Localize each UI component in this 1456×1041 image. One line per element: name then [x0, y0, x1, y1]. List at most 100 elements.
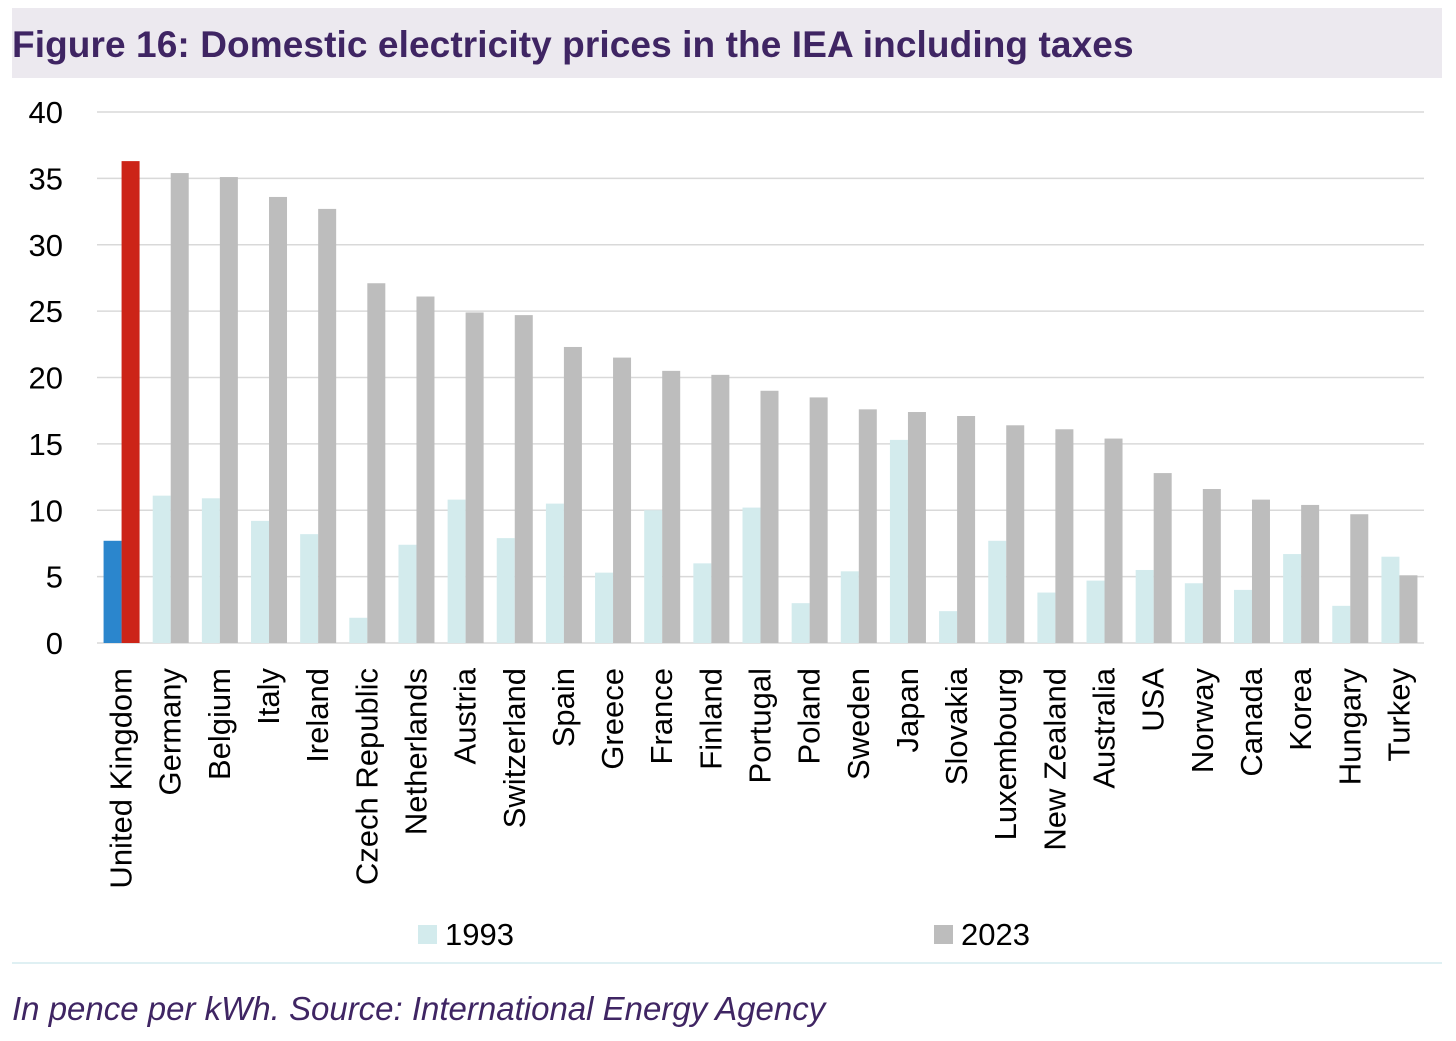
x-tick-label: Hungary — [1332, 668, 1367, 786]
bar-2023 — [1301, 504, 1320, 643]
x-tick-label: Canada — [1234, 667, 1269, 776]
bar-2023 — [760, 390, 779, 643]
bar-2023 — [858, 409, 877, 643]
bar-1993 — [1037, 592, 1056, 643]
bar-1993 — [152, 495, 171, 643]
bar-2023 — [563, 346, 582, 643]
bar-1993 — [1233, 589, 1252, 643]
x-tick-label: Finland — [693, 668, 728, 770]
x-tick-label: Germany — [153, 668, 188, 796]
x-tick-label: New Zealand — [1037, 668, 1072, 851]
bar-1993 — [595, 572, 614, 643]
bar-1993 — [1086, 580, 1105, 643]
y-tick-label: 5 — [46, 560, 63, 595]
y-tick-label: 10 — [29, 493, 63, 528]
legend-swatch-1993 — [418, 925, 437, 944]
legend-label-1993: 1993 — [445, 917, 514, 952]
bars — [103, 161, 1418, 644]
bar-2023 — [1202, 489, 1221, 643]
x-tick-label: Portugal — [743, 668, 778, 783]
bar-1993 — [201, 498, 220, 643]
y-axis-ticks: 0 5 10 15 20 25 30 35 40 — [29, 95, 63, 661]
x-tick-label: Spain — [546, 668, 581, 747]
x-tick-label: Switzerland — [497, 668, 532, 828]
bar-2023 — [1104, 438, 1123, 643]
bar-2023 — [269, 196, 288, 643]
y-tick-label: 40 — [29, 95, 63, 130]
x-tick-label: Norway — [1185, 668, 1220, 774]
bar-2023 — [465, 312, 484, 643]
bar-1993 — [988, 540, 1007, 643]
bar-1993 — [349, 617, 368, 643]
bar-2023 — [1350, 514, 1369, 643]
x-tick-label: Luxembourg — [988, 668, 1023, 840]
x-tick-label: Sweden — [841, 668, 876, 780]
x-tick-label: USA — [1136, 668, 1171, 732]
legend-swatch-2023 — [934, 925, 953, 944]
bar-2023 — [1399, 575, 1418, 643]
x-tick-label: Ireland — [300, 668, 335, 763]
y-tick-label: 35 — [29, 161, 63, 196]
bar-1993 — [889, 439, 908, 643]
legend-label-2023: 2023 — [961, 917, 1030, 952]
y-tick-label: 25 — [29, 294, 63, 329]
x-tick-label: Belgium — [202, 668, 237, 780]
footer-divider — [12, 962, 1442, 964]
bar-1993 — [300, 534, 319, 643]
bar-2023 — [219, 177, 238, 644]
bar-2023 — [957, 415, 976, 643]
x-axis-labels: United Kingdom Germany Belgium Italy Ireland… — [104, 667, 1417, 888]
bar-1993 — [840, 571, 859, 643]
bar-2023 — [318, 208, 337, 643]
bar-chart: 0 5 10 15 20 25 30 35 40 United Kingdom Germany Be… — [29, 95, 1424, 952]
bar-1993 — [251, 520, 270, 643]
bar-1993 — [398, 544, 417, 643]
bar-1993 — [742, 507, 761, 643]
y-tick-label: 15 — [29, 427, 63, 462]
x-tick-label: Italy — [251, 668, 286, 725]
source-note: In pence per kWh. Source: International … — [12, 990, 826, 1027]
legend: 1993 2023 — [418, 917, 1030, 952]
bar-2023 — [711, 374, 730, 643]
bar-1993 — [496, 538, 515, 643]
title-bar: Figure 16: Domestic electricity prices i… — [12, 8, 1442, 78]
bar-1993 — [939, 611, 958, 643]
x-tick-label: Slovakia — [939, 667, 974, 785]
bar-1993 — [103, 540, 122, 643]
bar-1993 — [693, 563, 712, 643]
bar-1993 — [447, 499, 466, 643]
x-tick-label: France — [644, 668, 679, 764]
y-tick-label: 0 — [46, 626, 63, 661]
x-tick-label: United Kingdom — [104, 668, 139, 889]
y-tick-label: 30 — [29, 228, 63, 263]
bar-2023 — [1153, 473, 1172, 643]
x-tick-label: Greece — [595, 668, 630, 770]
x-tick-label: Czech Republic — [349, 668, 384, 885]
bar-1993 — [1283, 554, 1302, 643]
bar-1993 — [1381, 556, 1400, 643]
y-tick-label: 20 — [29, 361, 63, 396]
bar-2023 — [1055, 429, 1074, 643]
bar-2023 — [809, 397, 828, 643]
x-tick-label: Turkey — [1381, 668, 1416, 762]
bar-2023 — [1251, 499, 1270, 643]
bar-1993 — [1184, 583, 1203, 643]
bar-2023 — [1006, 425, 1025, 643]
chart-title: Figure 16: Domestic electricity prices i… — [12, 24, 1134, 65]
bar-1993 — [644, 510, 663, 643]
bar-2023 — [514, 315, 533, 643]
bar-2023 — [121, 161, 140, 643]
x-tick-label: Korea — [1283, 667, 1318, 750]
bar-2023 — [416, 296, 435, 643]
bar-1993 — [545, 503, 564, 643]
bar-1993 — [1332, 605, 1351, 643]
bar-1993 — [1135, 569, 1154, 643]
x-tick-label: Australia — [1087, 667, 1122, 788]
bar-1993 — [791, 603, 810, 643]
bar-2023 — [170, 173, 189, 643]
x-tick-label: Poland — [792, 668, 827, 765]
bar-2023 — [662, 370, 681, 643]
bar-2023 — [907, 412, 926, 643]
x-tick-label: Austria — [448, 667, 483, 764]
bar-2023 — [367, 283, 386, 643]
